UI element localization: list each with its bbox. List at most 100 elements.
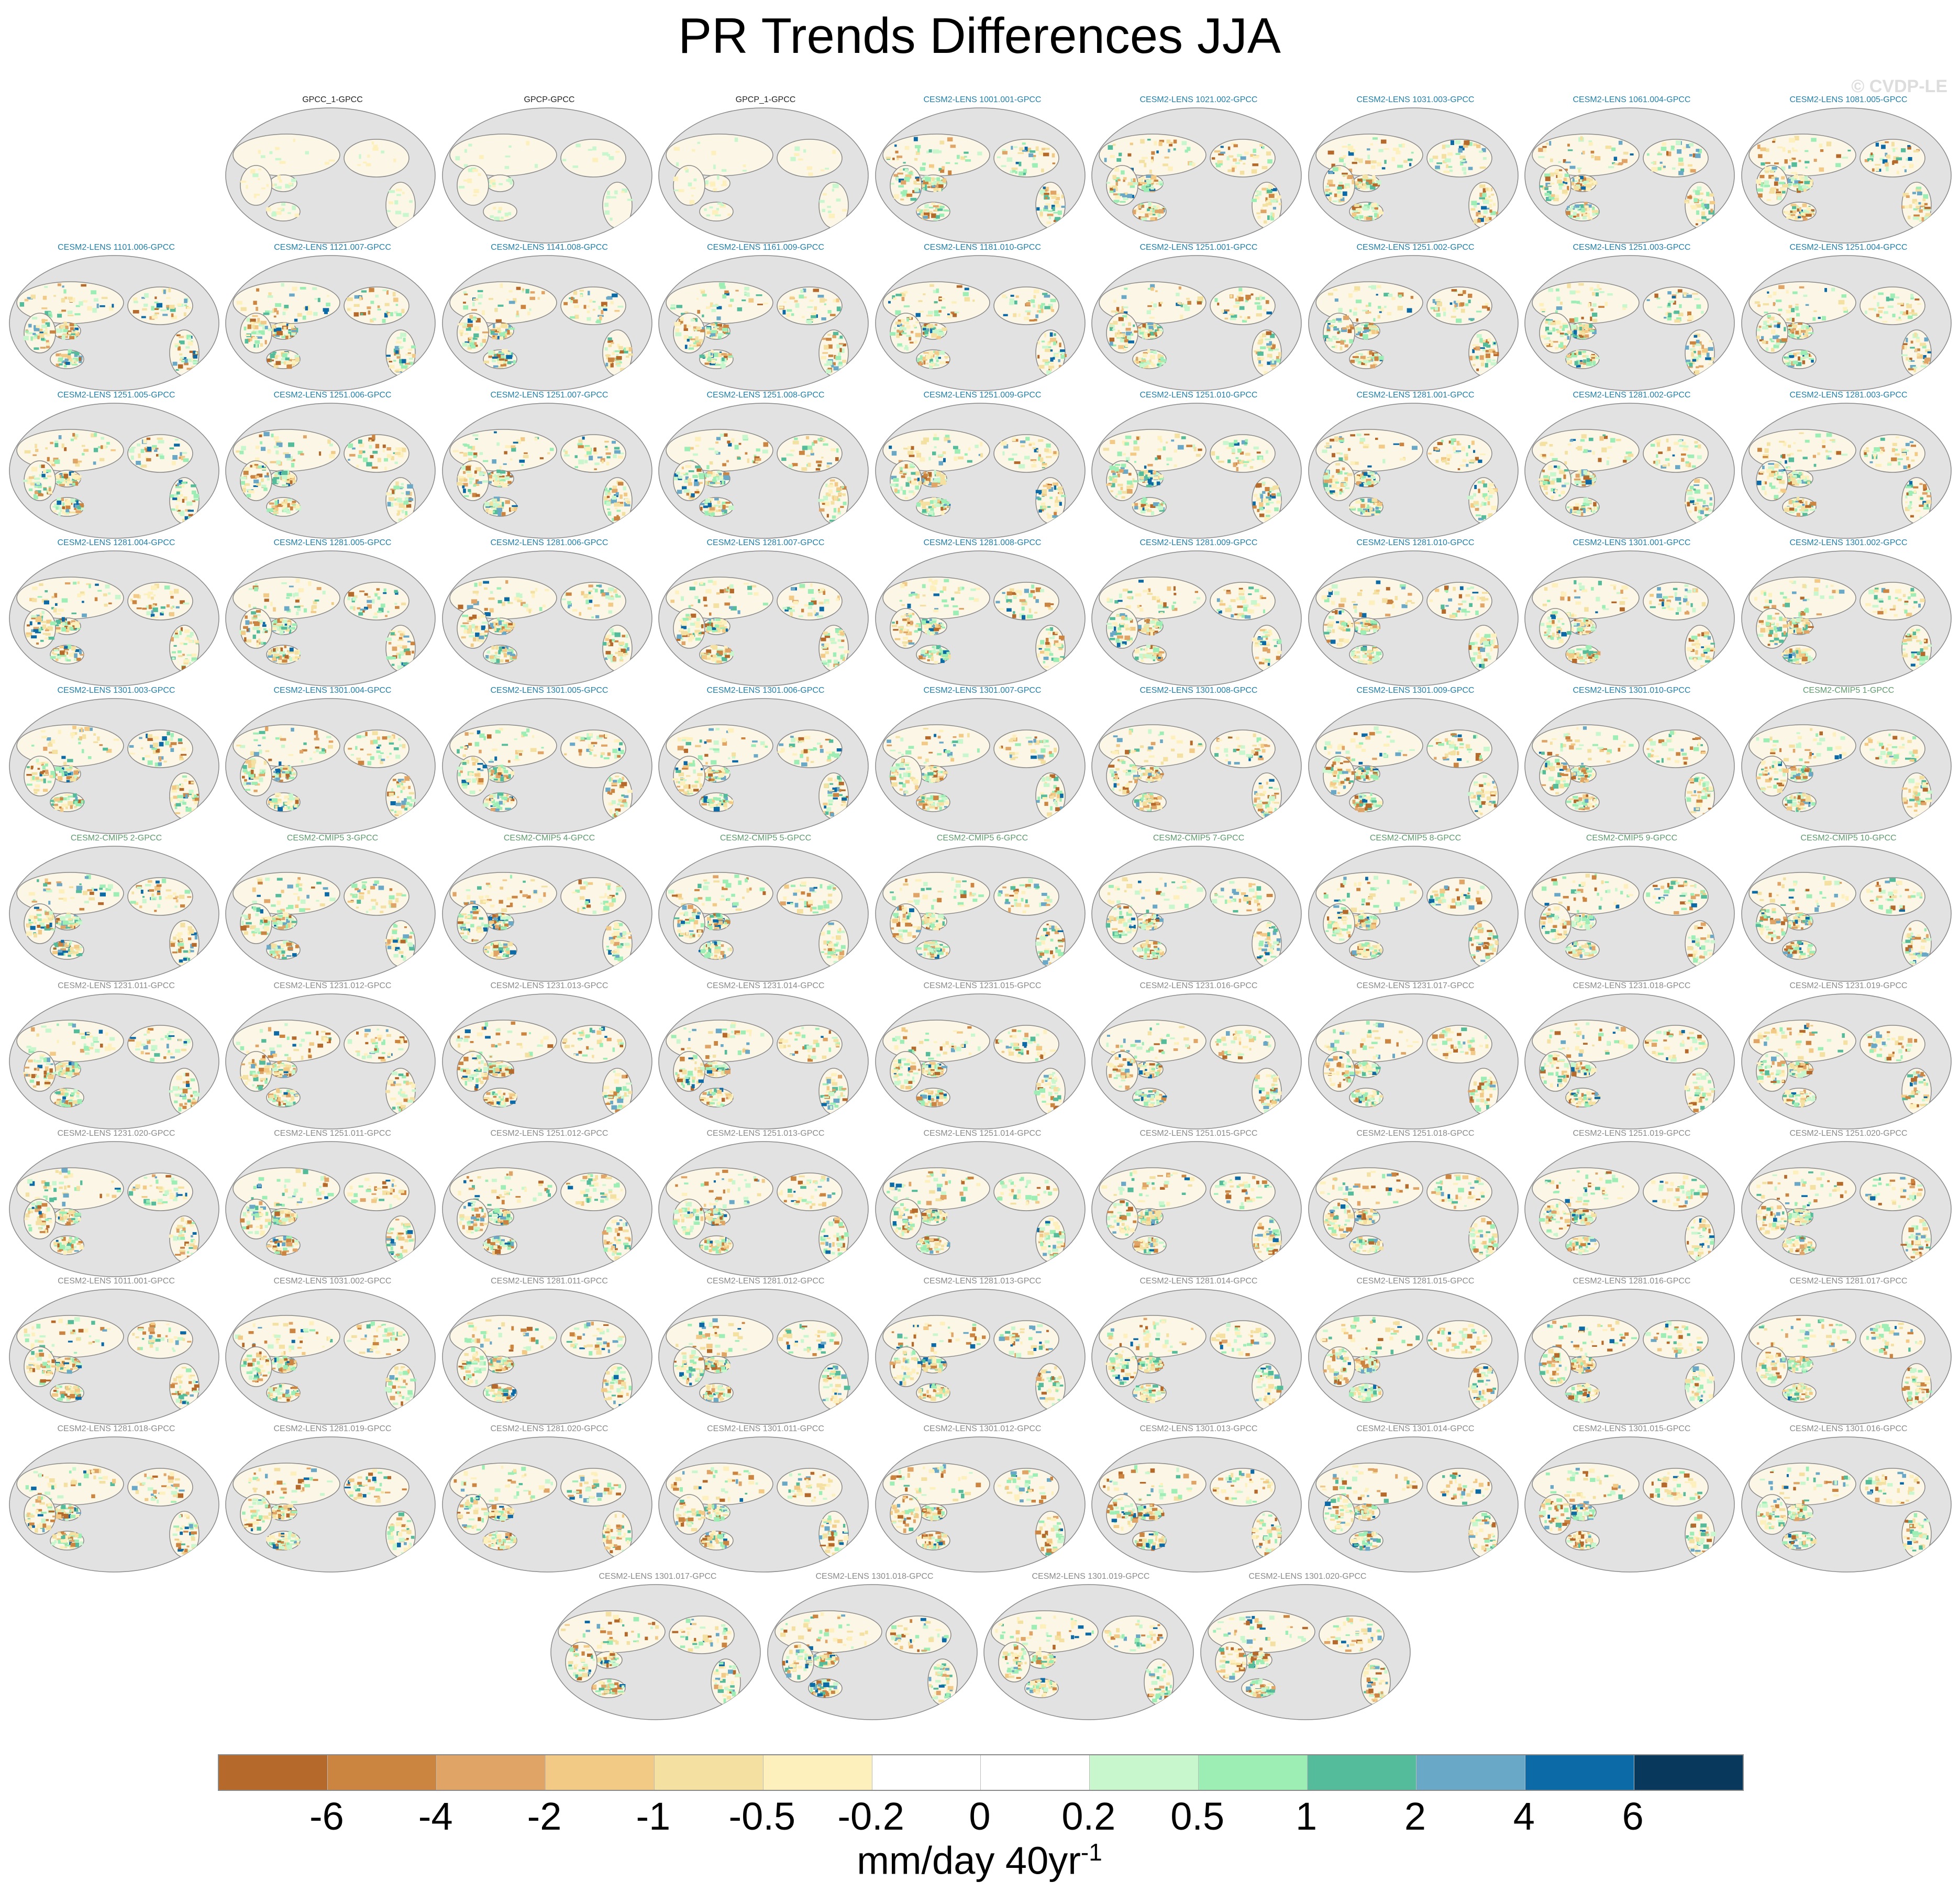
anomaly-cell (612, 352, 615, 355)
anomaly-cell (507, 330, 510, 335)
anomaly-cell (497, 360, 504, 364)
anomaly-cell (53, 295, 57, 297)
anomaly-cell (463, 164, 468, 167)
anomaly-cell (717, 202, 723, 205)
anomaly-cell (493, 365, 499, 368)
anomaly-cell (1375, 203, 1379, 208)
anomaly-cell (68, 296, 73, 300)
anomaly-cell (835, 457, 839, 461)
anomaly-cell (1143, 353, 1147, 358)
anomaly-cell (1538, 156, 1545, 158)
anomaly-cell (73, 459, 78, 463)
anomaly-cell (936, 289, 939, 293)
anomaly-cell (1773, 320, 1779, 323)
anomaly-cell (492, 183, 496, 187)
anomaly-cell (452, 450, 459, 452)
land-mass (240, 165, 272, 206)
anomaly-cell (193, 355, 197, 359)
anomaly-cell (62, 502, 65, 506)
anomaly-cell (616, 515, 619, 517)
anomaly-cell (179, 353, 183, 356)
anomaly-cell (521, 305, 526, 309)
anomaly-cell (1039, 212, 1043, 216)
anomaly-cell (513, 298, 517, 303)
anomaly-cell (1910, 296, 1914, 300)
anomaly-cell (1688, 366, 1693, 368)
anomaly-cell (563, 449, 566, 452)
anomaly-cell (1539, 185, 1543, 188)
anomaly-cell (489, 298, 493, 300)
anomaly-cell (1460, 302, 1465, 306)
anomaly-cell (1795, 303, 1799, 306)
anomaly-cell (1050, 298, 1056, 302)
anomaly-cell (1879, 316, 1883, 318)
anomaly-cell (1170, 142, 1173, 144)
anomaly-cell (1252, 163, 1259, 167)
anomaly-cell (1589, 324, 1593, 328)
anomaly-cell (1143, 362, 1147, 366)
anomaly-cell (1350, 359, 1355, 363)
anomaly-cell (549, 448, 554, 451)
anomaly-cell (1434, 307, 1438, 311)
anomaly-cell (1243, 461, 1248, 466)
anomaly-cell (1271, 367, 1277, 371)
anomaly-cell (1133, 324, 1135, 327)
anomaly-cell (390, 489, 396, 491)
anomaly-cell (689, 492, 692, 496)
anomaly-cell (1136, 361, 1139, 364)
anomaly-cell (1709, 357, 1714, 361)
anomaly-cell (947, 313, 950, 315)
anomaly-cell (1236, 467, 1238, 471)
anomaly-cell (1910, 340, 1913, 344)
anomaly-cell (928, 457, 931, 461)
anomaly-cell (1429, 158, 1433, 162)
anomaly-cell (275, 186, 280, 189)
anomaly-cell (1260, 357, 1265, 360)
anomaly-cell (801, 467, 807, 471)
anomaly-cell (477, 290, 483, 292)
anomaly-cell (267, 295, 273, 298)
anomaly-cell (833, 366, 839, 371)
anomaly-cell (1696, 219, 1702, 222)
anomaly-cell (494, 431, 497, 434)
anomaly-cell (60, 478, 64, 482)
anomaly-cell (1042, 293, 1048, 295)
anomaly-cell (1672, 296, 1676, 298)
anomaly-cell (1708, 193, 1714, 197)
anomaly-cell (174, 438, 179, 441)
anomaly-cell (1486, 207, 1490, 210)
anomaly-cell (384, 303, 390, 306)
anomaly-cell (1340, 340, 1345, 345)
anomaly-cell (1573, 214, 1576, 218)
anomaly-cell (897, 156, 903, 158)
anomaly-cell (1593, 289, 1599, 291)
anomaly-cell (1578, 351, 1582, 355)
anomaly-cell (1120, 338, 1126, 342)
anomaly-cell (711, 150, 716, 156)
anomaly-cell (1555, 310, 1558, 315)
anomaly-cell (1436, 302, 1442, 306)
anomaly-cell (352, 447, 356, 450)
anomaly-cell (1578, 323, 1582, 325)
anomaly-cell (24, 450, 31, 453)
anomaly-cell (28, 324, 32, 328)
anomaly-cell (1123, 306, 1128, 308)
anomaly-cell (610, 362, 614, 368)
anomaly-cell (1048, 192, 1053, 197)
anomaly-cell (563, 302, 568, 305)
anomaly-cell (73, 329, 75, 331)
anomaly-cell (154, 302, 159, 304)
anomaly-cell (1804, 176, 1808, 180)
anomaly-cell (933, 188, 939, 191)
anomaly-cell (363, 161, 367, 163)
anomaly-cell (1347, 175, 1353, 179)
anomaly-cell (1158, 181, 1163, 185)
anomaly-cell (158, 453, 163, 457)
anomaly-cell (395, 447, 402, 450)
anomaly-cell (71, 333, 75, 335)
anomaly-cell (1354, 158, 1358, 161)
anomaly-cell (479, 452, 483, 455)
anomaly-cell (586, 317, 591, 321)
anomaly-cell (605, 452, 611, 455)
anomaly-cell (1355, 353, 1358, 356)
